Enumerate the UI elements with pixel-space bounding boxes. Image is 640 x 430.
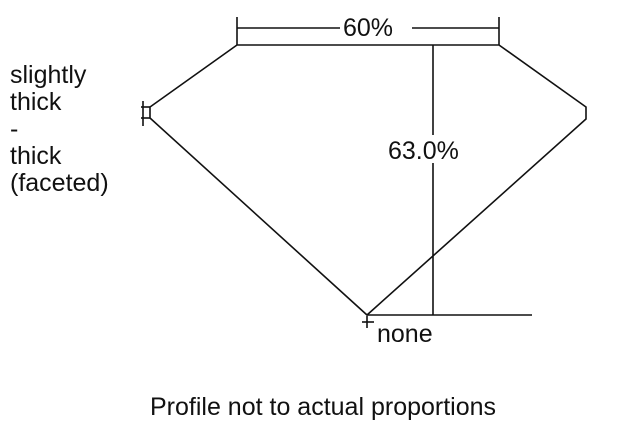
girdle-label: slightly thick - thick (faceted) xyxy=(10,62,109,197)
girdle-label-line: slightly xyxy=(10,61,87,89)
girdle-label-line: thick xyxy=(10,142,62,170)
girdle-label-line: thick xyxy=(10,88,62,116)
culet-label: none xyxy=(377,320,433,348)
girdle-label-line: - xyxy=(10,115,19,143)
girdle-label-line: (faceted) xyxy=(10,169,109,197)
depth-percent-label: 63.0% xyxy=(388,137,459,165)
gem-outline xyxy=(149,44,587,317)
caption: Profile not to actual proportions xyxy=(150,393,497,421)
table-percent-label: 60% xyxy=(343,14,394,42)
